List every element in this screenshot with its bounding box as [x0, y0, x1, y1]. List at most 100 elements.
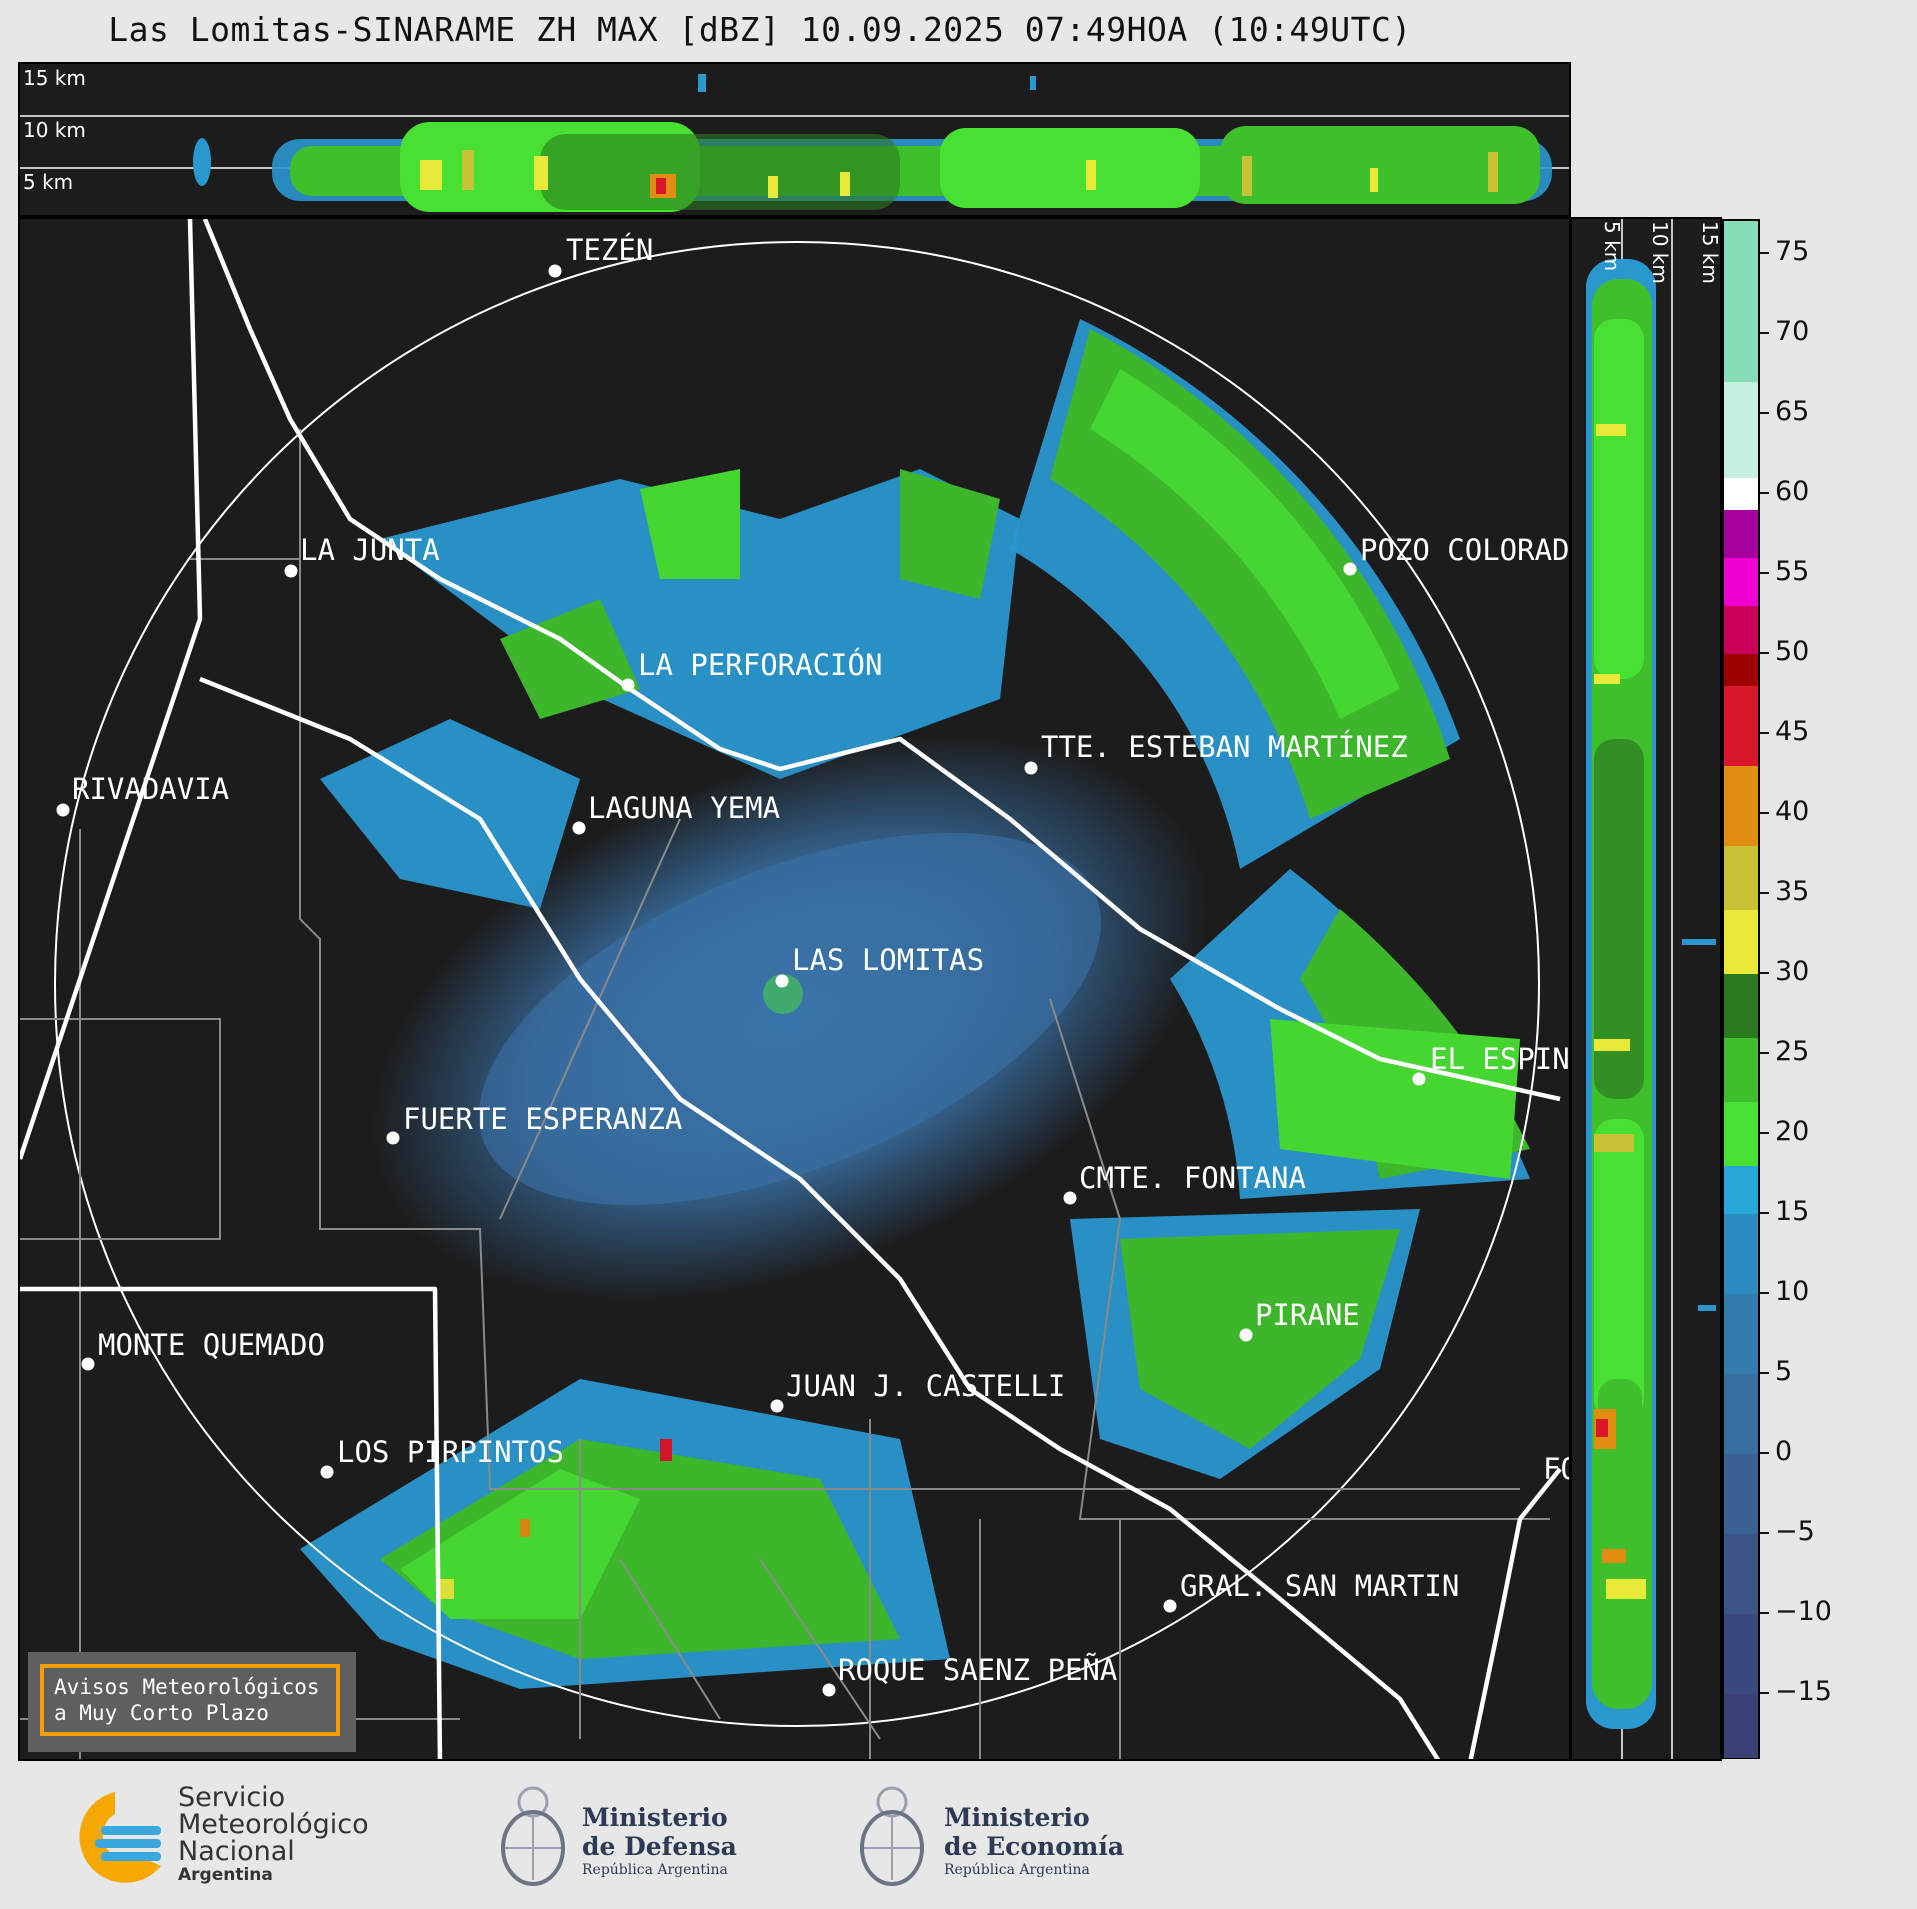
colorbar-tick-mark — [1760, 972, 1769, 974]
colorbar-tick-label: −15 — [1775, 1676, 1832, 1707]
colorbar-tick-label: 60 — [1775, 476, 1810, 507]
colorbar-band — [1724, 1533, 1758, 1614]
city-label-el-espinillo: EL ESPINILLO — [1430, 1042, 1570, 1076]
defensa-logo-text: Ministerio de Defensa República Argentin… — [582, 1803, 737, 1879]
colorbar-band — [1724, 1165, 1758, 1214]
city-label-formosa: FORMOSA — [1543, 1452, 1569, 1486]
city-dot-tte-esteban-martinez — [1024, 761, 1038, 775]
colorbar-band — [1724, 1453, 1758, 1534]
city-label-juan-j-castelli: JUAN J. CASTELLI — [786, 1369, 1066, 1403]
colorbar-band — [1724, 557, 1758, 606]
smn-logo-text: Servicio Meteorológico Nacional Argentin… — [178, 1784, 369, 1885]
top-km-label-10: 10 km — [23, 118, 86, 142]
colorbar-band — [1724, 765, 1758, 846]
colorbar-tick-mark — [1760, 1532, 1769, 1534]
colorbar-band — [1724, 845, 1758, 910]
city-label-rivadavia: RIVADAVIA — [72, 772, 230, 806]
city-label-pozo-colorado: POZO COLORADO — [1360, 533, 1570, 567]
smn-line-4: Argentina — [178, 1865, 273, 1885]
city-dot-el-espinillo — [1412, 1072, 1426, 1086]
colorbar-tick-mark — [1760, 332, 1769, 334]
defensa-escudo-icon — [501, 1786, 565, 1886]
economia-escudo-icon — [860, 1786, 924, 1886]
echo-se — [1070, 1209, 1420, 1479]
city-label-cmte-fontana: CMTE. FONTANA — [1079, 1161, 1306, 1195]
smn-logo-icon — [79, 1792, 161, 1883]
avisos-frame: Avisos Meteorológicos a Muy Corto Plazo — [40, 1664, 340, 1736]
city-dot-monte-quemado — [81, 1357, 95, 1371]
colorbar-tick-label: 65 — [1775, 396, 1810, 427]
city-dot-rivadavia — [56, 803, 70, 817]
colorbar-tick-label: 20 — [1775, 1116, 1810, 1147]
colorbar-tick-label: 35 — [1775, 876, 1810, 907]
colorbar-band — [1724, 1613, 1758, 1694]
colorbar-band — [1724, 1373, 1758, 1454]
colorbar-tick-label: −5 — [1775, 1516, 1815, 1547]
avisos-line-2: a Muy Corto Plazo — [54, 1701, 269, 1725]
city-dot-pozo-colorado — [1343, 562, 1357, 576]
city-label-roque-saenz-pena: ROQUE SAENZ PEÑA — [838, 1653, 1118, 1687]
side-km-label-15: 15 km — [1698, 221, 1722, 284]
avisos-line-1: Avisos Meteorológicos — [54, 1675, 320, 1699]
top-km-label-15: 15 km — [23, 66, 86, 90]
city-dot-pirane — [1239, 1328, 1253, 1342]
side-km-label-5: 5 km — [1600, 221, 1624, 272]
colorbar-band — [1724, 509, 1758, 558]
colorbar-band — [1724, 973, 1758, 1038]
city-label-monte-quemado: MONTE QUEMADO — [98, 1328, 325, 1362]
side-cross-section-panel: 5 km 10 km 15 km — [1570, 217, 1722, 1761]
economia-line-3: República Argentina — [944, 1862, 1090, 1878]
colorbar-tick-mark — [1760, 812, 1769, 814]
colorbar-band — [1724, 909, 1758, 974]
defensa-line-2: de Defensa — [582, 1832, 737, 1861]
colorbar-tick-mark — [1760, 892, 1769, 894]
colorbar-band — [1724, 653, 1758, 686]
city-dot-fuerte-esperanza — [386, 1131, 400, 1145]
colorbar-band — [1724, 1037, 1758, 1102]
colorbar-tick-label: 30 — [1775, 956, 1810, 987]
smn-line-2: Meteorológico — [178, 1809, 369, 1840]
colorbar-tick-mark — [1760, 732, 1769, 734]
colorbar-tick-label: 15 — [1775, 1196, 1810, 1227]
colorbar-tick-label: 10 — [1775, 1276, 1810, 1307]
colorbar-tick-mark — [1760, 1372, 1769, 1374]
colorbar-tick-mark — [1760, 252, 1769, 254]
colorbar-tick-label: 0 — [1775, 1436, 1793, 1467]
city-label-la-perforacion: LA PERFORACIÓN — [638, 648, 883, 682]
side-profile-svg — [1586, 219, 1716, 1759]
defensa-line-1: Ministerio — [582, 1803, 728, 1832]
top-profile-svg — [20, 74, 1569, 212]
colorbar-tick-mark — [1760, 1132, 1769, 1134]
city-label-pirane: PIRANE — [1255, 1298, 1360, 1332]
colorbar-tick-label: 45 — [1775, 716, 1810, 747]
colorbar-tick-label: 40 — [1775, 796, 1810, 827]
city-dot-tezen — [548, 264, 562, 278]
avisos-box: Avisos Meteorológicos a Muy Corto Plazo — [28, 1652, 356, 1752]
echo-ne — [1010, 319, 1460, 869]
colorbar-tick-mark — [1760, 1452, 1769, 1454]
colorbar-band — [1724, 221, 1758, 382]
colorbar-tick-mark — [1760, 572, 1769, 574]
radar-title: Las Lomitas-SINARAME ZH MAX [dBZ] 10.09.… — [108, 10, 1412, 49]
city-label-gral-san-martin: GRAL. SAN MARTIN — [1180, 1569, 1460, 1603]
colorbar-tick-label: 70 — [1775, 316, 1810, 347]
city-dot-gral-san-martin — [1163, 1599, 1177, 1613]
colorbar-tick-mark — [1760, 1692, 1769, 1694]
colorbar-tick-mark — [1760, 1292, 1769, 1294]
smn-line-3: Nacional — [178, 1836, 295, 1867]
city-label-fuerte-esperanza: FUERTE ESPERANZA — [403, 1102, 683, 1136]
colorbar-tick-label: 25 — [1775, 1036, 1810, 1067]
city-dot-laguna-yema — [572, 821, 586, 835]
colorbar-band — [1724, 1101, 1758, 1166]
colorbar-band — [1724, 477, 1758, 510]
defensa-line-3: República Argentina — [582, 1862, 728, 1878]
city-label-tezen: TEZÉN — [566, 233, 654, 267]
colorbar-tick-mark — [1760, 412, 1769, 414]
colorbar-band — [1724, 381, 1758, 478]
city-label-los-pirpintos: LOS PIRPINTOS — [337, 1435, 564, 1469]
radar-map-svg — [20, 219, 1562, 1759]
city-dot-la-perforacion — [621, 678, 635, 692]
top-km-label-5: 5 km — [23, 170, 74, 194]
city-label-tte-esteban-martinez: TTE. ESTEBAN MARTÍNEZ — [1041, 730, 1408, 764]
city-label-la-junta: LA JUNTA — [300, 533, 440, 567]
